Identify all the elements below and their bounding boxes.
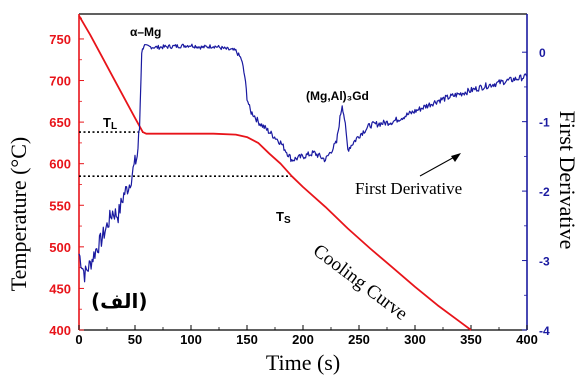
x-tick-label-7: 350	[460, 332, 482, 347]
x-tick-label-2: 100	[180, 332, 202, 347]
y-left-tick-label-6: 700	[49, 74, 71, 89]
x-axis-title: Time (s)	[266, 350, 340, 375]
first-derivative-arrow-head	[451, 153, 461, 162]
x-tick-label-6: 300	[404, 332, 426, 347]
y-right-tick-label-3: -1	[539, 116, 550, 130]
ts-label: TS	[276, 209, 291, 226]
tl-label-main: T	[103, 115, 111, 130]
y-axis-left-title: Temperature (°C)	[6, 137, 31, 291]
ts-label-sub: S	[284, 215, 291, 226]
label-layer: Temperature (°C) First Derivative Time (…	[6, 25, 580, 375]
cooling-curve-label: Cooling Curve	[309, 240, 411, 324]
y-left-tick-label-4: 600	[49, 157, 71, 172]
x-tick-label-4: 200	[292, 332, 314, 347]
x-tick-label-5: 250	[348, 332, 370, 347]
y-left-tick-label-3: 550	[49, 198, 71, 213]
y-left-tick-label-2: 500	[49, 240, 71, 255]
x-tick-label-0: 0	[75, 332, 82, 347]
series-layer	[78, 15, 528, 331]
y-left-tick-label-1: 450	[49, 281, 71, 296]
tl-label: TL	[103, 115, 117, 132]
axes-layer: 0 50 100 150 200 250 300 350 400 400 450 500 550 600 6…	[49, 13, 550, 347]
x-tick-label-1: 50	[128, 332, 142, 347]
y-right-tick-label-0: -4	[539, 324, 550, 338]
alpha-mg-annotation: α–Mg	[130, 25, 161, 39]
y-left-tick-label-7: 750	[49, 32, 71, 47]
x-tick-label-8: 400	[516, 332, 538, 347]
y-left-tick-label-0: 400	[49, 323, 71, 338]
y-right-tick-label-2: -2	[539, 185, 550, 199]
series-line-first-derivative	[78, 43, 528, 283]
y-right-tick-label-1: -3	[539, 255, 550, 269]
panel-label: (الف)	[91, 289, 147, 313]
y-axis-right-title: First Derivative	[555, 111, 580, 250]
y-right-tick-label-4: 0	[539, 46, 546, 60]
mgalgd-annotation: (Mg,Al)₃Gd	[306, 89, 369, 103]
tl-label-sub: L	[111, 121, 117, 132]
first-derivative-label: First Derivative	[355, 179, 462, 198]
x-tick-label-3: 150	[236, 332, 258, 347]
series-line-cooling-curve	[78, 15, 472, 331]
y-left-tick-label-5: 650	[49, 115, 71, 130]
first-derivative-arrow-line	[419, 154, 459, 177]
ts-label-main: T	[276, 209, 284, 224]
